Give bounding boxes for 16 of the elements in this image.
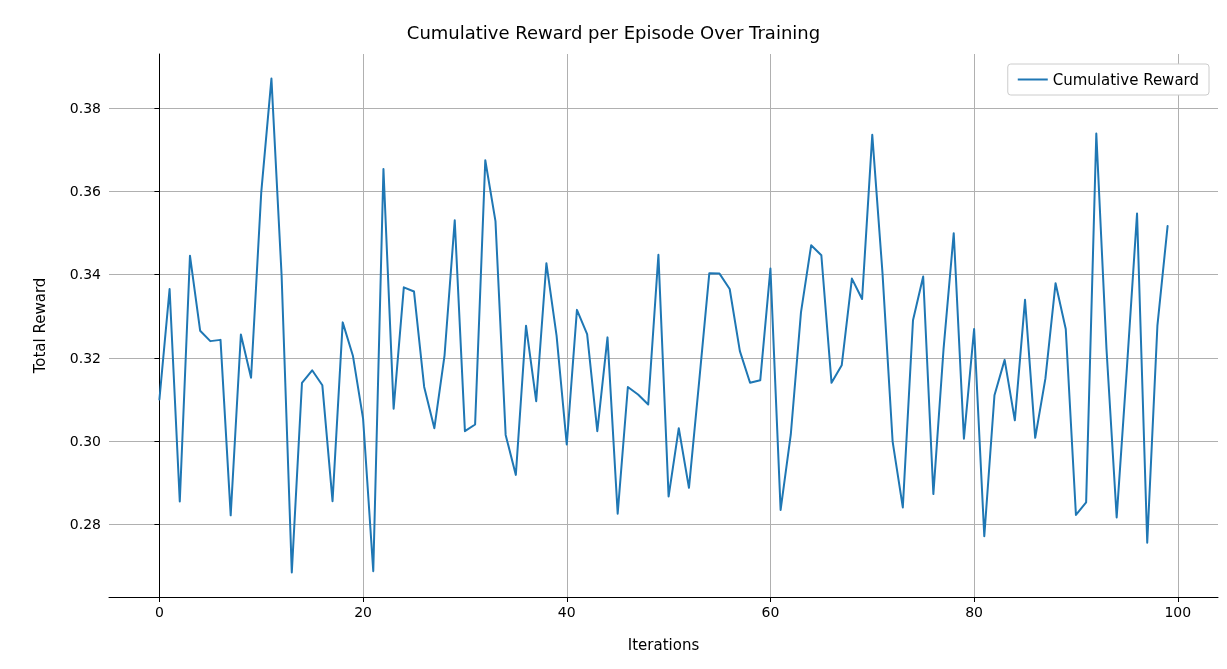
- y-tick-label: 0.30: [69, 433, 101, 450]
- y-axis-title: Total Reward: [30, 277, 49, 375]
- x-tick-label: 40: [557, 604, 576, 620]
- x-axis-title: Iterations: [627, 635, 700, 654]
- y-tick-label: 0.36: [69, 183, 102, 200]
- x-tick-label: 20: [354, 604, 372, 620]
- y-tick-label: 0.32: [69, 349, 101, 366]
- y-tick-label: 0.34: [69, 266, 102, 283]
- x-tick-label: 80: [965, 604, 984, 620]
- chart-title: Cumulative Reward per Episode Over Training: [406, 21, 821, 43]
- y-tick-label: 0.38: [69, 99, 101, 116]
- x-tick-label: 60: [761, 604, 780, 620]
- x-tick-label: 100: [1164, 604, 1192, 620]
- y-tick-label: 0.28: [69, 516, 101, 533]
- x-tick-label: 0: [154, 604, 164, 620]
- legend-label: Cumulative Reward: [1052, 70, 1200, 89]
